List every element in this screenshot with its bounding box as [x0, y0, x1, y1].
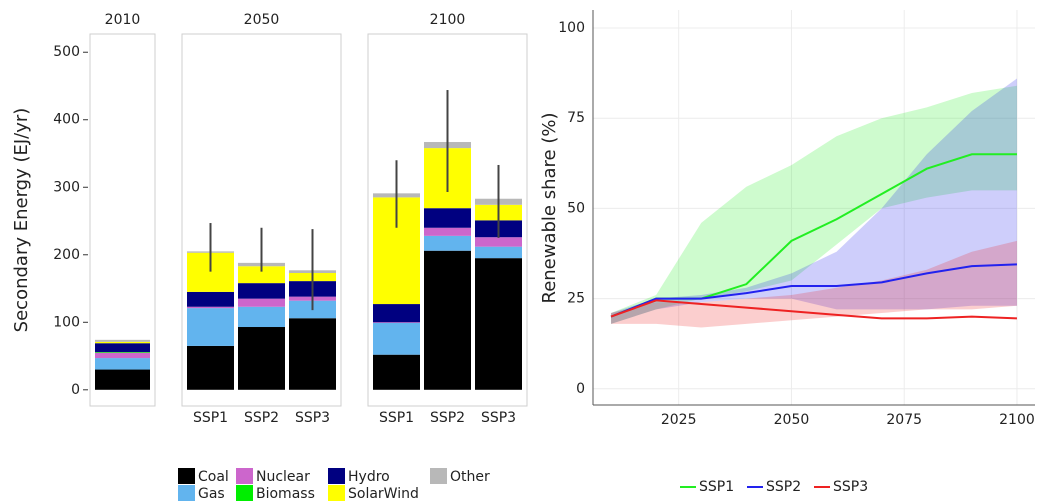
x-tick-label: 2075 — [886, 412, 922, 428]
bar-segment — [187, 345, 234, 390]
y-tick-label: 200 — [53, 247, 80, 263]
bar-segment — [95, 343, 150, 352]
y-tick-label: 100 — [558, 20, 585, 36]
bar-segment — [95, 351, 150, 353]
x-tick-label: SSP1 — [379, 410, 414, 426]
bar-segment — [95, 369, 150, 390]
x-tick-label: 2050 — [774, 412, 810, 428]
y-axis-title: Renewable share (%) — [539, 113, 560, 304]
y-tick-label: 300 — [53, 179, 80, 195]
bar-segment — [373, 322, 420, 355]
y-tick-label: 500 — [53, 44, 80, 60]
y-tick-label: 50 — [567, 200, 585, 216]
bar-segment — [187, 291, 234, 307]
x-tick-label: 2100 — [999, 412, 1035, 428]
legend-label: Biomass — [256, 486, 315, 501]
bar-segment — [95, 341, 150, 344]
bar-segment — [475, 237, 522, 247]
bar-segment — [424, 235, 471, 251]
bar-segment — [424, 208, 471, 228]
x-tick-label: SSP2 — [244, 410, 279, 426]
range-band — [611, 85, 1017, 324]
bar-segment — [424, 227, 471, 236]
legend-swatch — [178, 485, 195, 501]
x-tick-label: SSP1 — [193, 410, 228, 426]
line — [610, 263, 1017, 318]
y-tick-label: 100 — [53, 314, 80, 330]
bar-segment — [187, 308, 234, 346]
legend-swatch — [178, 468, 195, 484]
bar-segment — [373, 304, 420, 323]
legend-swatch — [328, 485, 345, 501]
y-tick-label: 0 — [576, 381, 585, 397]
x-tick-label: SSP3 — [481, 410, 516, 426]
legend-label: Nuclear — [256, 469, 310, 485]
bar-segment — [95, 358, 150, 370]
y-tick-label: 0 — [71, 382, 80, 398]
facet-label: 2100 — [430, 12, 466, 28]
legend-swatch — [328, 468, 345, 484]
bar-segment — [373, 354, 420, 390]
line — [610, 299, 1017, 320]
y-axis-title: Secondary Energy (EJ/yr) — [11, 108, 32, 333]
bar-segment — [95, 339, 150, 342]
bar-segment — [238, 266, 285, 284]
bar-segment — [373, 322, 420, 323]
y-tick-label: 25 — [567, 291, 585, 307]
facet-label: 2010 — [105, 12, 141, 28]
bar-segment — [289, 318, 336, 390]
legend-label: SSP2 — [766, 479, 801, 495]
bar-segment — [238, 327, 285, 390]
bar-segment — [95, 352, 150, 359]
range-band — [611, 78, 1017, 324]
bar-segment — [238, 298, 285, 307]
x-tick-label: 2025 — [661, 412, 697, 428]
y-tick-label: 400 — [53, 112, 80, 128]
facet-label: 2050 — [244, 12, 280, 28]
legend-label: SSP1 — [699, 479, 734, 495]
legend-swatch — [236, 468, 253, 484]
bar-segment — [475, 258, 522, 390]
bar-segment — [187, 306, 234, 309]
legend-label: Coal — [198, 469, 229, 485]
bar-segment — [238, 306, 285, 328]
legend-label: Gas — [198, 486, 225, 501]
legend-swatch — [236, 485, 253, 501]
legend-swatch — [430, 468, 447, 484]
bar-segment — [475, 246, 522, 259]
legend-label: SolarWind — [348, 486, 419, 501]
legend-label: Hydro — [348, 469, 390, 485]
bar-segment — [424, 250, 471, 390]
legend-label: SSP3 — [833, 479, 868, 495]
legend-label: Other — [450, 469, 490, 485]
x-tick-label: SSP3 — [295, 410, 330, 426]
y-tick-label: 75 — [567, 110, 585, 126]
bar-segment — [238, 283, 285, 299]
x-tick-label: SSP2 — [430, 410, 465, 426]
